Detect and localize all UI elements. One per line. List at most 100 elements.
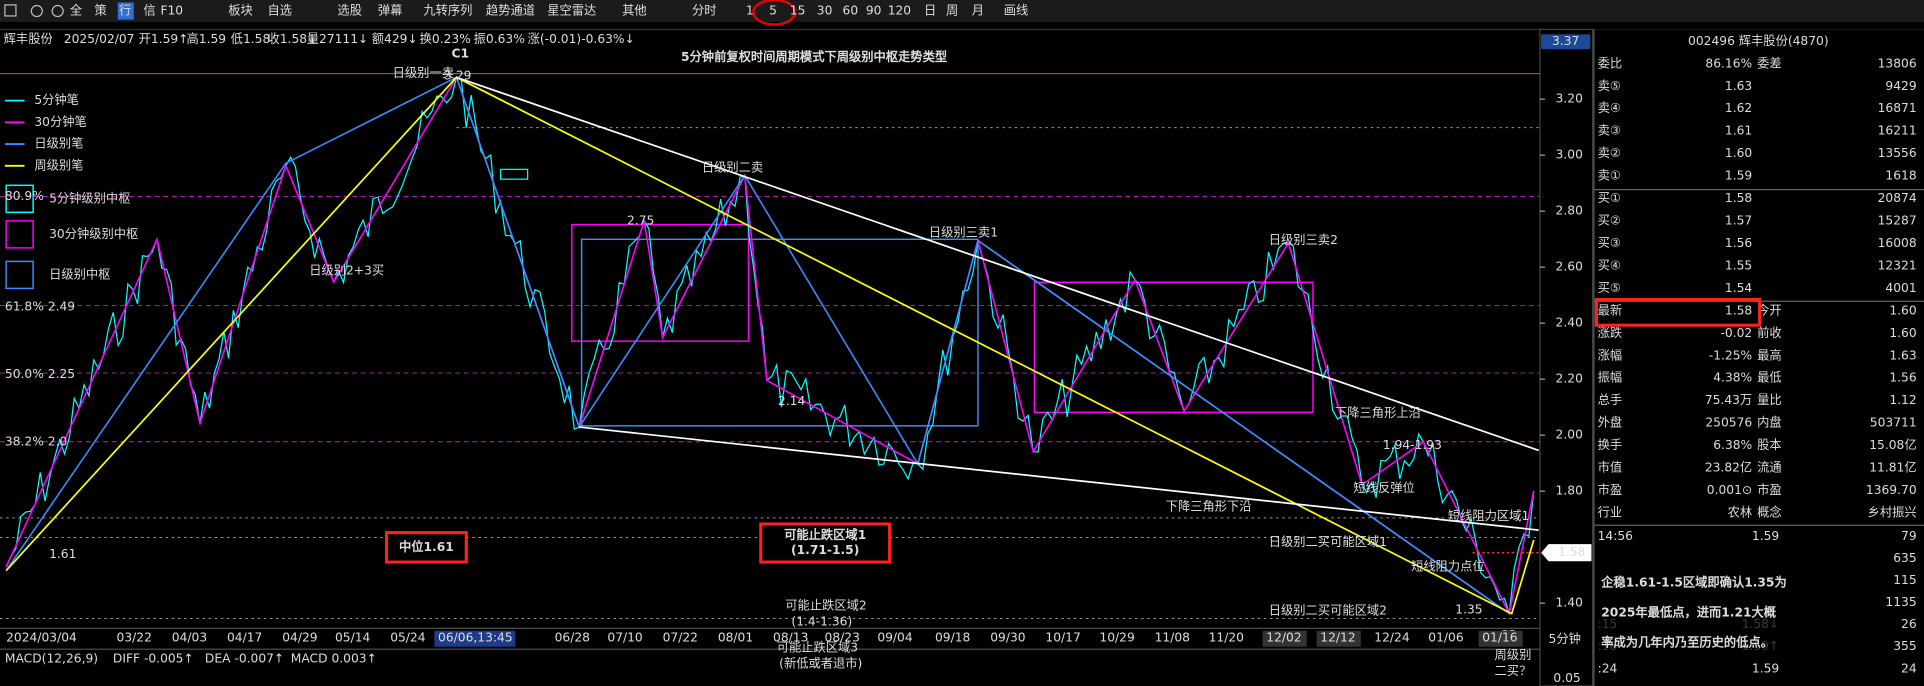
y-tick-label: 2.80 xyxy=(1556,204,1583,218)
date-highlight xyxy=(1262,630,1307,647)
fib-label: 1.61 xyxy=(49,547,76,561)
top-label: 3.37 xyxy=(1552,34,1579,48)
daily-zone xyxy=(580,238,979,427)
macd-value: MACD 0.003↑ xyxy=(291,652,377,666)
toolbar-item[interactable]: 15 xyxy=(790,4,806,18)
icon-back[interactable] xyxy=(51,4,64,18)
toolbar-item[interactable]: 120 xyxy=(888,4,911,18)
book-volume: 16871 xyxy=(1878,101,1917,115)
boxed-note: 可能止跌区域1 xyxy=(784,527,866,542)
toolbar-item[interactable]: 90 xyxy=(866,4,882,18)
x-tick-label: 08/01 xyxy=(718,631,753,645)
book-price: 1.57 xyxy=(1725,214,1752,228)
y-tick-label: 1.40 xyxy=(1556,596,1583,610)
toolbar-item[interactable]: 板块 xyxy=(228,4,253,18)
y-tick-label: 3.20 xyxy=(1556,92,1583,106)
toolbar-item[interactable]: 星空雷达 xyxy=(547,4,596,18)
x-tick-label: 08/13 xyxy=(773,631,808,645)
toolbar-item[interactable]: 趋势通道 xyxy=(486,4,535,18)
zone-30m xyxy=(571,223,750,342)
toolbar-item[interactable]: 弹幕 xyxy=(378,4,403,18)
book-volume: 15287 xyxy=(1878,214,1917,228)
quote-label: 换手 xyxy=(1598,438,1623,452)
toolbar-item[interactable]: 30 xyxy=(817,4,833,18)
legend-label: 日级别笔 xyxy=(34,136,83,151)
quote-label: 概念 xyxy=(1757,504,1782,519)
toolbar-item[interactable]: 全 xyxy=(70,3,82,18)
x-tick-label: 11/08 xyxy=(1155,631,1190,645)
x-tick-label: 05/24 xyxy=(390,631,426,645)
annotation: 下降三角形下沿 xyxy=(1166,499,1252,513)
icon-refresh[interactable] xyxy=(30,4,43,18)
toolbar-item[interactable]: F10 xyxy=(160,4,183,18)
ohlc-field: 收1.58↓ xyxy=(267,32,317,46)
macd-dea: DEA -0.007↑ xyxy=(205,652,284,666)
macd-tick: 0.05 xyxy=(1553,671,1580,685)
toolbar-item[interactable]: 1 xyxy=(746,4,754,18)
toolbar-item[interactable]: 60 xyxy=(843,4,859,18)
quote-value: 13806 xyxy=(1878,56,1917,70)
book-volume: 4001 xyxy=(1885,281,1916,295)
toolbar-item[interactable]: 信 xyxy=(144,4,156,18)
x-tick-label: 04/17 xyxy=(227,631,262,645)
note-box xyxy=(384,531,468,564)
toolbar-item[interactable]: 周 xyxy=(946,4,958,18)
quote-value: 1369.70 xyxy=(1866,483,1917,497)
note-line: 企稳1.61-1.5区域即确认1.35为 xyxy=(1600,574,1786,589)
pen-daily xyxy=(5,76,1510,615)
toolbar-item[interactable]: 月 xyxy=(972,4,984,18)
book-label: 买③ xyxy=(1598,236,1621,250)
toolbar-item[interactable]: 策 xyxy=(94,3,106,18)
quote-label: 最新 xyxy=(1598,302,1623,317)
quote-value: 1.12 xyxy=(1889,393,1916,407)
book-label: 买⑤ xyxy=(1598,281,1621,295)
toolbar-item[interactable]: 日 xyxy=(924,4,936,18)
quote-label: 前收 xyxy=(1757,325,1782,340)
y-tick-label: 1.80 xyxy=(1556,484,1583,498)
legend-box xyxy=(5,260,34,290)
x-tick-label: 12/02 xyxy=(1266,631,1301,645)
quote-value: 乡村振兴 xyxy=(1868,505,1917,519)
annotation: 下降三角形上沿 xyxy=(1335,406,1421,420)
toolbar-item[interactable]: 选股 xyxy=(337,4,362,18)
ohlc-field: 振0.63% xyxy=(474,32,525,46)
legend-label: 30分钟级别中枢 xyxy=(49,226,138,241)
fib-label: 80.9% xyxy=(5,189,44,203)
toolbar-item[interactable]: 九转序列 xyxy=(423,3,472,18)
trade-volume: 635 xyxy=(1893,551,1916,565)
trade-price: 1.59 xyxy=(1752,529,1779,543)
quote-label: 振幅 xyxy=(1598,370,1623,385)
book-volume: 20874 xyxy=(1878,191,1917,205)
book-volume: 12321 xyxy=(1878,258,1917,272)
ohlc-field: 额429↓ xyxy=(372,32,418,46)
quote-value: 4.38% xyxy=(1713,371,1752,385)
fib-label: 50.0% 2.25 xyxy=(5,367,75,381)
bar-date: 2025/02/07 xyxy=(64,32,135,46)
toolbar-item[interactable]: 自选 xyxy=(267,4,292,18)
trade-time: :24 xyxy=(1598,661,1618,675)
y-tick-label: 2.40 xyxy=(1556,316,1583,330)
x-tick-label: 06/06,13:45 xyxy=(438,631,513,645)
note-bg xyxy=(1597,566,1868,658)
quote-value: 11.81亿 xyxy=(1869,460,1916,475)
icon-home[interactable] xyxy=(4,4,17,17)
toolbar-item[interactable]: 行 xyxy=(119,4,131,18)
annotation: 短线阻力点位 xyxy=(1411,558,1485,573)
book-volume: 9429 xyxy=(1885,79,1916,93)
book-label: 卖④ xyxy=(1598,101,1621,115)
price-axis xyxy=(1539,28,1594,686)
fib-label: 61.8% 2.49 xyxy=(5,299,75,313)
quote-label: 行业 xyxy=(1598,505,1623,519)
annotation: 日级别二买可能区域2 xyxy=(1269,604,1387,618)
toolbar-item[interactable]: 5 xyxy=(769,4,777,18)
annotation: 日级别三卖2 xyxy=(1269,233,1338,247)
toolbar-item[interactable]: 分时 xyxy=(692,4,717,18)
toolbar-item[interactable]: 画线 xyxy=(1004,4,1029,18)
ohlc-field: 开1.59↑ xyxy=(139,32,189,46)
quote-label: 市盈 xyxy=(1598,482,1623,497)
toolbar-item[interactable]: 其他 xyxy=(622,4,647,18)
annotation: 日级别一卖 xyxy=(393,66,454,80)
book-label: 卖① xyxy=(1598,169,1621,183)
x-tick-label: 07/22 xyxy=(663,631,698,645)
quote-label: 最低 xyxy=(1757,371,1782,385)
